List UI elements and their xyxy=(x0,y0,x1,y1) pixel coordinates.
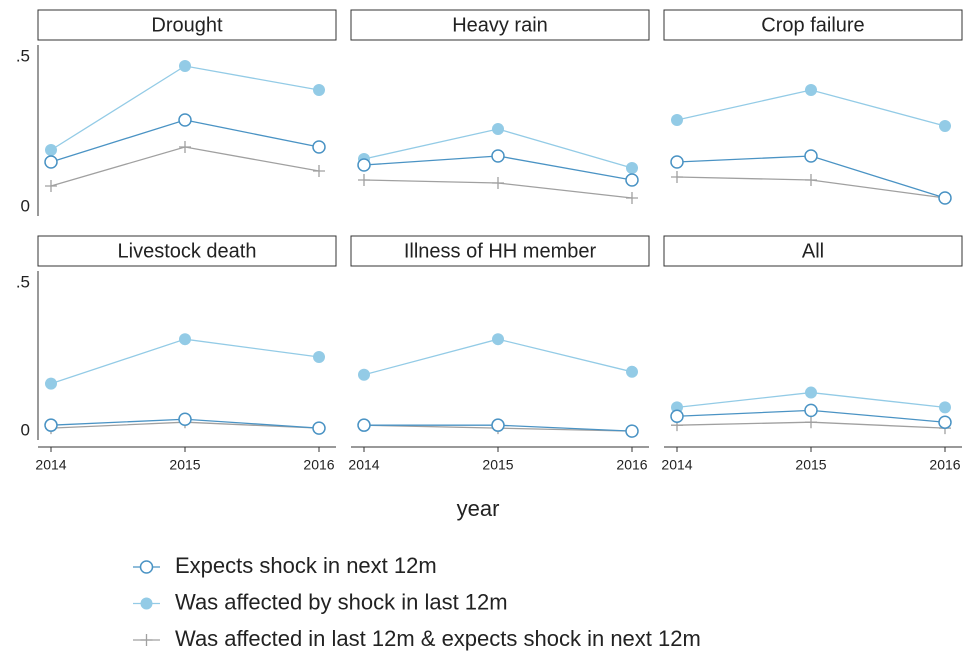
point xyxy=(313,84,325,96)
x-tick-label: 2015 xyxy=(482,457,513,473)
series-line xyxy=(50,65,320,151)
point xyxy=(805,174,817,186)
point xyxy=(44,155,58,169)
y-tick-label: .5 xyxy=(16,272,30,291)
legend-label: Was affected by shock in last 12m xyxy=(175,589,508,614)
point xyxy=(805,84,817,96)
point xyxy=(805,416,817,429)
legend-marker xyxy=(140,597,153,610)
strip xyxy=(37,9,337,41)
panel-title: Illness of HH member xyxy=(404,240,597,262)
point xyxy=(625,173,639,187)
x-tick-label: 2014 xyxy=(348,457,379,473)
x-tick-label: 2016 xyxy=(616,457,647,473)
strip xyxy=(663,235,963,267)
point xyxy=(625,424,639,438)
x-tick-label: 2015 xyxy=(169,457,200,473)
point xyxy=(939,401,951,414)
point xyxy=(357,418,371,432)
x-tick-label: 2016 xyxy=(303,457,334,473)
x-tick-label: 2014 xyxy=(661,457,692,473)
point xyxy=(671,114,683,126)
y-tick-label: 0 xyxy=(21,421,30,440)
legend-marker xyxy=(139,560,154,574)
panel-title: All xyxy=(802,240,824,262)
point xyxy=(358,368,370,381)
x-tick-label: 2014 xyxy=(35,457,66,473)
point xyxy=(179,60,191,72)
point xyxy=(491,149,505,163)
point xyxy=(179,141,191,153)
y-tick-label: .5 xyxy=(16,46,30,65)
point xyxy=(626,365,638,378)
point xyxy=(45,180,57,192)
point xyxy=(179,333,191,346)
point xyxy=(670,409,684,424)
point xyxy=(312,421,326,435)
point xyxy=(492,177,504,189)
x-tick-label: 2016 xyxy=(929,457,960,473)
point xyxy=(313,350,325,363)
legend-label: Expects shock in next 12m xyxy=(175,553,437,578)
point xyxy=(938,191,952,205)
point xyxy=(938,415,952,429)
point xyxy=(178,113,192,127)
point xyxy=(178,412,192,426)
panel-title: Crop failure xyxy=(761,14,864,36)
panel-title: Livestock death xyxy=(118,240,257,262)
panel-title: Heavy rain xyxy=(452,14,548,36)
legend-marker xyxy=(140,634,153,646)
point xyxy=(804,403,818,418)
point xyxy=(804,149,818,163)
point xyxy=(45,377,57,390)
point xyxy=(491,418,505,432)
point xyxy=(671,171,683,183)
panel-title: Drought xyxy=(151,14,223,36)
x-axis-title: year xyxy=(457,496,500,521)
y-tick-label: 0 xyxy=(21,196,30,215)
x-tick-label: 2015 xyxy=(795,457,826,473)
strip xyxy=(350,9,650,41)
point xyxy=(312,140,326,154)
point xyxy=(45,144,57,156)
point xyxy=(670,155,684,169)
point xyxy=(626,162,638,174)
point xyxy=(358,174,370,186)
point xyxy=(492,123,504,135)
point xyxy=(939,120,951,132)
point xyxy=(313,165,325,177)
point xyxy=(357,158,371,172)
point xyxy=(626,192,638,204)
point xyxy=(805,386,817,399)
strip xyxy=(663,9,963,41)
strip xyxy=(350,235,650,267)
series-line xyxy=(50,338,320,385)
legend-label: Was affected in last 12m & expects shock… xyxy=(175,626,701,651)
strip xyxy=(37,235,337,267)
point xyxy=(492,333,504,346)
point xyxy=(44,418,58,432)
